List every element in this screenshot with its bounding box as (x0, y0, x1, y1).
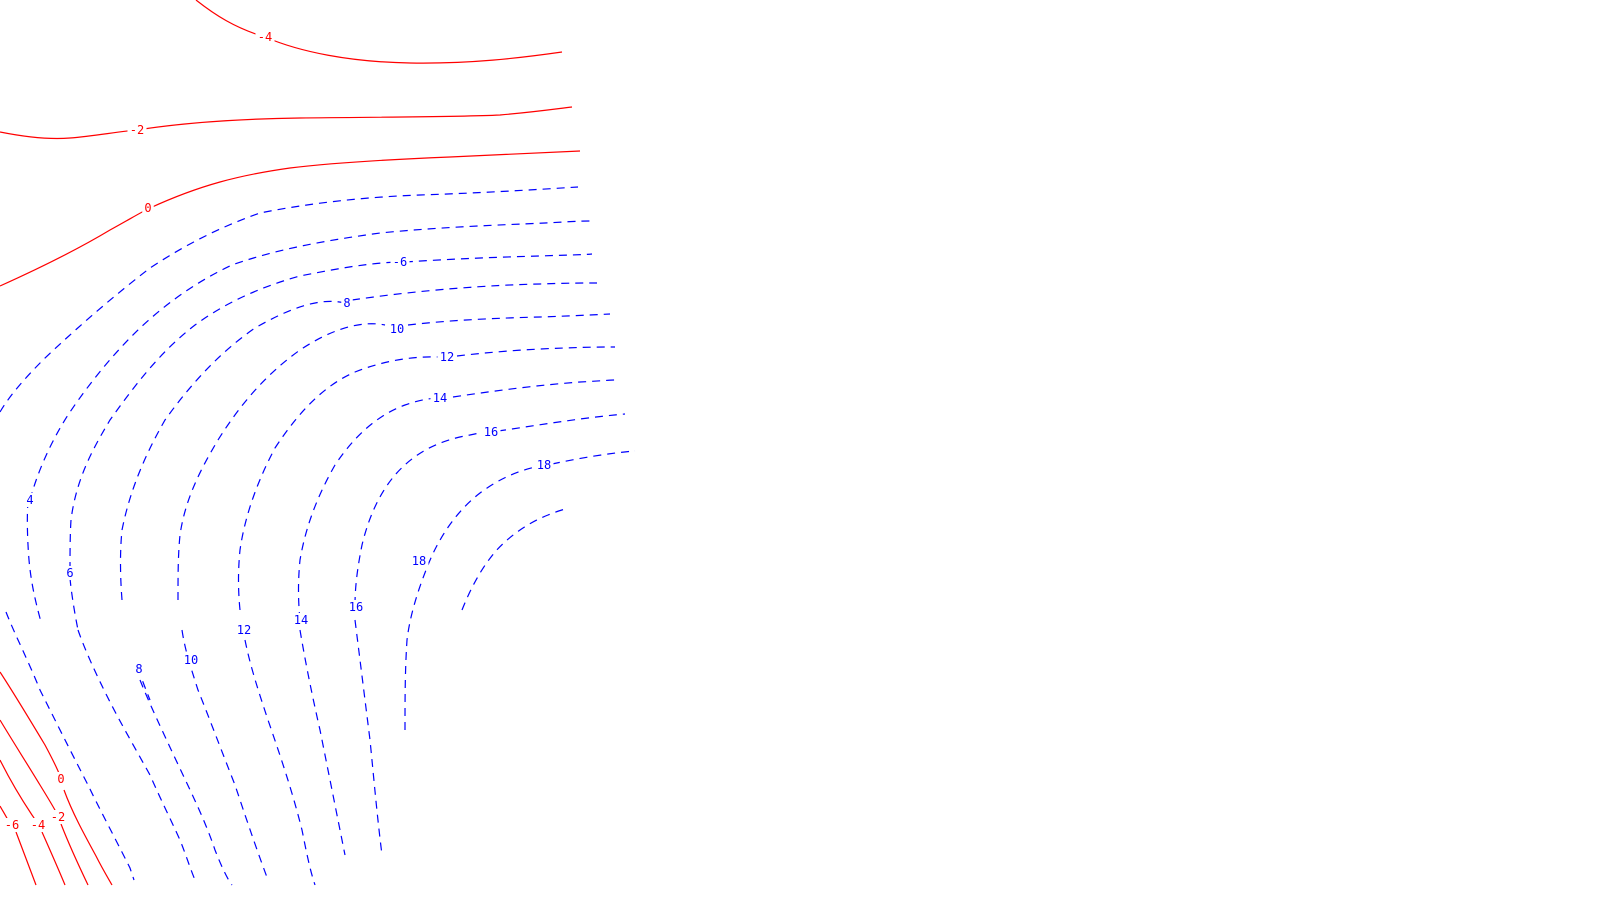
contour-label-extra-c12: 12 (440, 350, 454, 364)
contour-line-c4 (0, 186, 579, 623)
contour-label-c16: 16 (349, 600, 363, 614)
contour-label-bl-0: 0 (57, 772, 64, 786)
contour-line-extra-0 (404, 450, 636, 731)
contour-label-c10: 10 (184, 653, 198, 667)
contour-line-extra-1 (354, 619, 383, 856)
contour-label-extra-c14: 14 (433, 391, 447, 405)
contour-line-bl-m2 (0, 719, 89, 886)
contour-label-c8: 8 (135, 662, 142, 676)
contour-label-c12: 12 (237, 623, 251, 637)
contour-label-extra-c8: 8 (343, 296, 350, 310)
contour-label-c6: 6 (66, 566, 73, 580)
contour-lines (0, 0, 636, 886)
contour-line-c16 (244, 379, 617, 886)
contour-line-c8 (5, 253, 593, 881)
contour-line-c10 (77, 282, 598, 881)
contour-label-extra-c10: 10 (390, 322, 404, 336)
contour-line-top-m2 (0, 106, 573, 140)
contour-line-c14 (181, 346, 616, 881)
contour-label-bl-m2: -2 (51, 810, 65, 824)
contour-line-c-inner (461, 507, 569, 611)
contour-label-top-m4: -4 (258, 30, 272, 44)
contour-label-c4: 4 (26, 493, 33, 507)
contour-label-extra-c16: 16 (484, 425, 498, 439)
contour-label-c14: 14 (294, 613, 308, 627)
contour-labels: -4 -2 0 4 6 8 10 12 14 16 18 0 -2 -4 -6 -6 8 10 12 14 16 18 (2, 30, 554, 832)
contour-label-c18: 18 (412, 554, 426, 568)
contour-line-top-0 (0, 150, 581, 287)
contour-label-bl-m6: -6 (5, 818, 19, 832)
contour-line-c18 (299, 413, 626, 856)
contour-label-extra-c6: -6 (393, 255, 407, 269)
contour-line-top-m4 (195, 0, 563, 64)
contour-line-c12 (139, 313, 611, 886)
contour-label-top-m2: -2 (130, 123, 144, 137)
contour-line-bl-0 (0, 671, 113, 886)
contour-line-c6 (29, 220, 591, 631)
contour-label-bl-m4: -4 (31, 818, 45, 832)
contour-label-top-0: 0 (144, 201, 151, 215)
contour-label-extra-c18: 18 (537, 458, 551, 472)
